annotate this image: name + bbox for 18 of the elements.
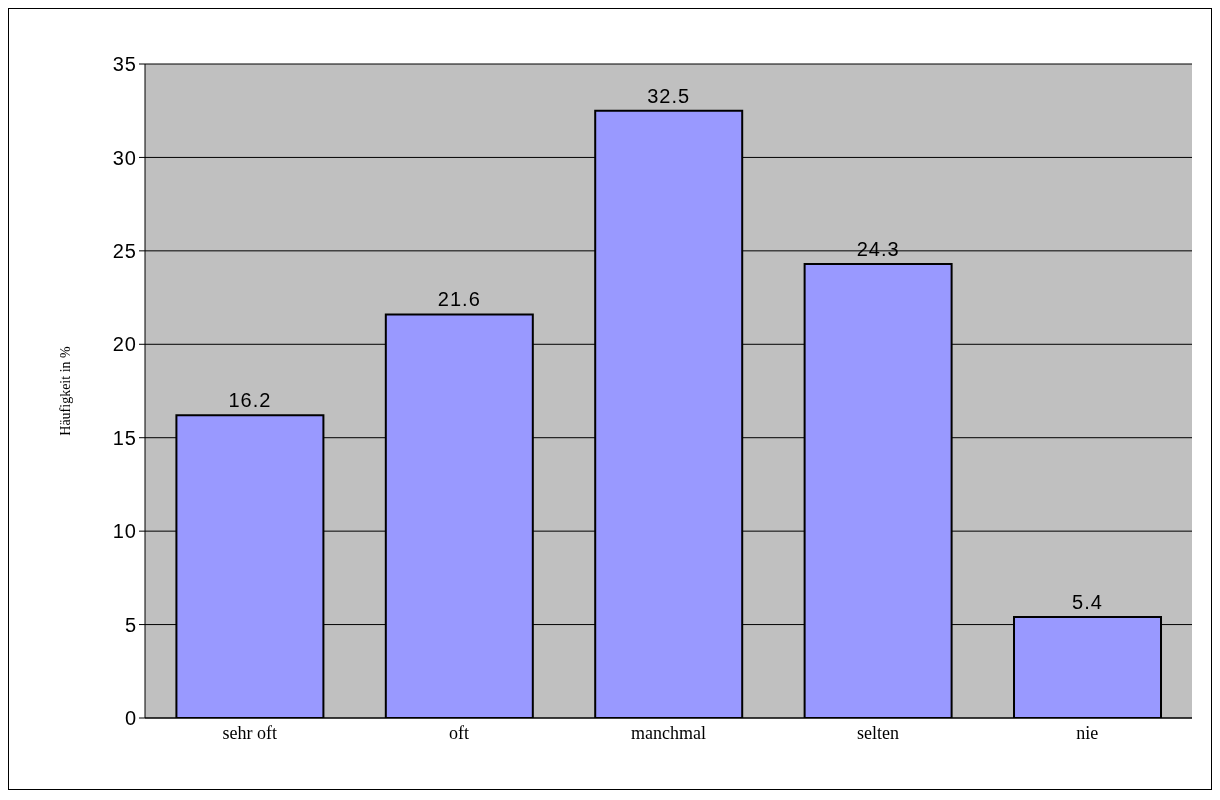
data-label: 32.5 <box>647 84 691 107</box>
y-tick-label: 0 <box>124 707 137 730</box>
data-label: 16.2 <box>228 389 272 412</box>
x-tick-label: nie <box>1076 722 1099 743</box>
y-tick-label: 25 <box>112 239 137 262</box>
y-tick-label: 35 <box>112 53 137 76</box>
y-tick-label: 5 <box>124 613 137 636</box>
x-tick-label: selten <box>856 722 899 743</box>
data-label: 5.4 <box>1072 591 1103 614</box>
x-tick-label: sehr oft <box>222 722 277 743</box>
data-label: 21.6 <box>437 288 481 311</box>
y-tick-label: 30 <box>112 146 137 169</box>
y-axis-title: Häufigkeit in % <box>57 345 73 436</box>
x-tick-label: oft <box>449 722 470 743</box>
x-tick-label: manchmal <box>631 722 706 743</box>
y-tick-label: 10 <box>112 520 137 543</box>
y-tick-label: 15 <box>112 426 137 449</box>
y-tick-label: 20 <box>112 333 137 356</box>
